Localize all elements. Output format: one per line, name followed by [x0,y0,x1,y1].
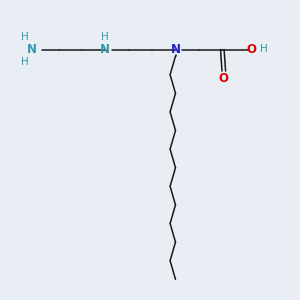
Text: N: N [26,43,37,56]
Text: N: N [100,43,110,56]
Text: H: H [21,32,29,42]
Text: O: O [246,43,256,56]
Text: H: H [101,32,109,42]
Text: N: N [170,43,181,56]
Text: H: H [21,57,29,67]
Text: O: O [219,71,229,85]
Text: H: H [260,44,268,55]
